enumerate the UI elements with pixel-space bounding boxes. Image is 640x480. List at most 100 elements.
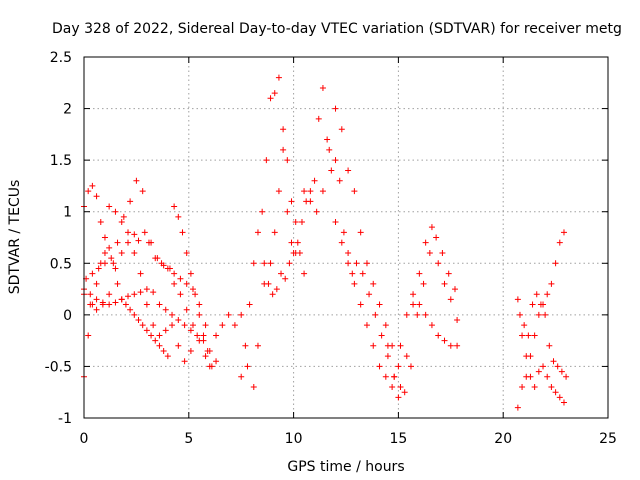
data-point [125,239,132,246]
data-point [246,301,253,308]
data-point [376,301,383,308]
data-point [563,373,570,380]
data-point [125,293,132,300]
data-point [403,353,410,360]
data-point [265,280,272,287]
data-point [97,260,104,267]
data-point [200,337,207,344]
y-tick-label: -0.5 [45,359,72,375]
data-point [131,291,138,298]
data-point [275,188,282,195]
data-point [267,95,274,102]
data-point [529,301,536,308]
data-point [106,244,113,251]
data-point [181,322,188,329]
data-point [416,301,423,308]
data-point [259,208,266,215]
data-point [428,224,435,231]
data-point [261,260,268,267]
data-point [546,342,553,349]
data-point [447,296,454,303]
data-point [552,389,559,396]
data-point [548,280,555,287]
data-point [273,286,280,293]
data-point [540,363,547,370]
data-point [556,394,563,401]
data-point [414,311,421,318]
data-point [338,239,345,246]
data-point [271,229,278,236]
data-point [152,255,159,262]
data-point [282,275,289,282]
chart-title: Day 328 of 2022, Sidereal Day-to-day VTE… [52,21,622,37]
data-point [527,353,534,360]
data-point [254,342,261,349]
data-point [280,126,287,133]
data-point [366,291,373,298]
data-point [357,229,364,236]
data-point [544,373,551,380]
data-point [296,249,303,256]
data-point [357,301,364,308]
data-point [533,291,540,298]
data-point [284,208,291,215]
data-point [376,363,383,370]
data-point [301,188,308,195]
series-sat-c [81,182,171,360]
data-point [410,301,417,308]
data-point [139,188,146,195]
series-sat-d [81,286,220,365]
data-point [345,167,352,174]
data-point [263,157,270,164]
data-point [391,373,398,380]
data-point [179,229,186,236]
data-point [139,322,146,329]
plot-frame [83,56,609,419]
data-point [332,105,339,112]
data-point [328,167,335,174]
data-point [454,342,461,349]
data-point [196,301,203,308]
data-point [131,249,138,256]
data-point [244,363,251,370]
data-point [332,157,339,164]
data-point [554,363,561,370]
x-tick-label: 25 [599,431,617,447]
data-point [127,198,134,205]
data-point [148,332,155,339]
data-point [433,234,440,241]
x-tick-label: 20 [494,431,512,447]
data-point [451,286,458,293]
data-point [175,213,182,220]
series-sat-h [238,74,308,380]
data-point [99,301,106,308]
data-point [108,255,115,262]
data-point [135,317,142,324]
data-point [187,327,194,334]
grid-lines [84,57,608,418]
series-sat-i [261,84,356,298]
data-point [118,296,125,303]
data-point [238,311,245,318]
data-point [112,265,119,272]
data-point [250,260,257,267]
data-point [127,306,134,313]
data-point [560,399,567,406]
series-sat-g [213,146,299,391]
data-point [420,280,427,287]
data-point [183,280,190,287]
series-sat-n [514,296,567,406]
data-point [384,342,391,349]
data-point [93,193,100,200]
data-point [439,249,446,256]
x-tick-label: 15 [389,431,407,447]
data-point [89,182,96,189]
data-point [106,291,113,298]
data-point [213,332,220,339]
data-point [531,384,538,391]
data-point [242,342,249,349]
data-point [552,260,559,267]
data-point [143,286,150,293]
data-point [269,291,276,298]
series-sat-l [353,260,461,380]
